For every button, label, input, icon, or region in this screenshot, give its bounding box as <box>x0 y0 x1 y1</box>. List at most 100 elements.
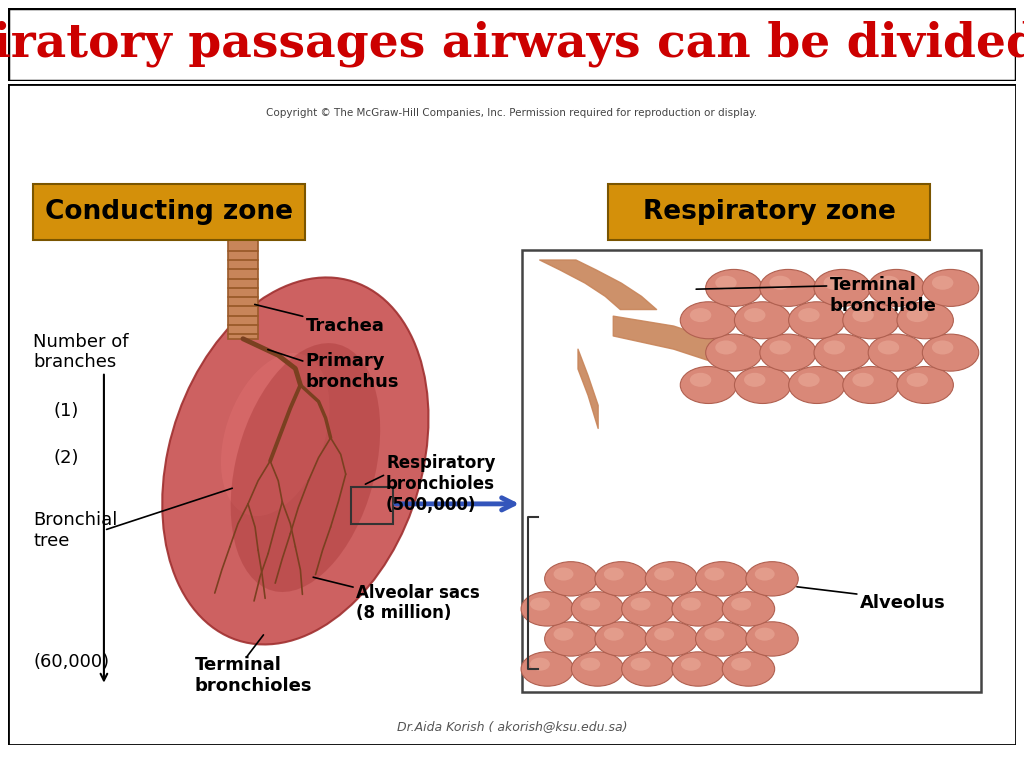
Circle shape <box>823 276 845 290</box>
FancyBboxPatch shape <box>8 8 1016 81</box>
Circle shape <box>695 622 748 656</box>
Circle shape <box>672 591 724 626</box>
Circle shape <box>680 366 736 403</box>
Circle shape <box>769 276 791 290</box>
Bar <box>522 250 981 692</box>
Circle shape <box>745 622 799 656</box>
FancyBboxPatch shape <box>8 84 1016 745</box>
Text: Primary
bronchus: Primary bronchus <box>305 353 399 391</box>
Text: Alveolar sacs
(8 million): Alveolar sacs (8 million) <box>355 584 479 622</box>
Circle shape <box>906 372 928 387</box>
Circle shape <box>760 334 816 371</box>
Circle shape <box>843 366 899 403</box>
Circle shape <box>604 627 624 641</box>
Circle shape <box>878 276 899 290</box>
Circle shape <box>581 657 600 670</box>
Text: Alveolus: Alveolus <box>859 594 945 612</box>
Circle shape <box>798 308 819 322</box>
Circle shape <box>744 372 766 387</box>
Text: Number of
branches: Number of branches <box>34 333 129 372</box>
Circle shape <box>581 598 600 611</box>
Circle shape <box>715 276 736 290</box>
Text: (2): (2) <box>53 449 79 467</box>
Circle shape <box>852 372 873 387</box>
Text: Respiratory zone: Respiratory zone <box>642 199 895 224</box>
FancyBboxPatch shape <box>228 233 258 339</box>
Circle shape <box>897 366 953 403</box>
Circle shape <box>690 372 712 387</box>
Circle shape <box>706 334 762 371</box>
Text: Respiratory
bronchioles
(500,000): Respiratory bronchioles (500,000) <box>386 454 496 514</box>
Circle shape <box>530 598 550 611</box>
Circle shape <box>654 627 674 641</box>
Circle shape <box>604 568 624 581</box>
Text: Bronchial
tree: Bronchial tree <box>34 511 118 550</box>
Circle shape <box>755 627 775 641</box>
Text: Terminal
bronchiole: Terminal bronchiole <box>829 276 936 315</box>
Text: Trachea: Trachea <box>305 316 384 335</box>
Circle shape <box>595 561 647 596</box>
Circle shape <box>823 340 845 355</box>
Circle shape <box>681 598 700 611</box>
Bar <box>351 488 393 524</box>
Circle shape <box>932 276 953 290</box>
Circle shape <box>814 270 870 306</box>
Circle shape <box>734 302 791 339</box>
Circle shape <box>545 622 597 656</box>
Circle shape <box>695 561 748 596</box>
Text: Dr.Aida Korish ( akorish@ksu.edu.sa): Dr.Aida Korish ( akorish@ksu.edu.sa) <box>396 720 628 733</box>
Circle shape <box>868 270 925 306</box>
Circle shape <box>731 657 751 670</box>
Circle shape <box>645 561 697 596</box>
Circle shape <box>705 568 724 581</box>
Circle shape <box>530 657 550 670</box>
Circle shape <box>769 340 791 355</box>
Circle shape <box>722 652 775 686</box>
Circle shape <box>923 270 979 306</box>
Circle shape <box>681 657 700 670</box>
FancyBboxPatch shape <box>607 184 930 240</box>
Circle shape <box>631 598 650 611</box>
Circle shape <box>788 366 845 403</box>
Text: Copyright © The McGraw-Hill Companies, Inc. Permission required for reproduction: Copyright © The McGraw-Hill Companies, I… <box>266 108 758 118</box>
Circle shape <box>722 591 775 626</box>
Circle shape <box>595 622 647 656</box>
Circle shape <box>705 627 724 641</box>
Text: Respiratory passages airways can be divided into: Respiratory passages airways can be divi… <box>0 21 1024 68</box>
Circle shape <box>731 598 751 611</box>
Circle shape <box>672 652 724 686</box>
Circle shape <box>554 627 573 641</box>
Circle shape <box>521 652 573 686</box>
Circle shape <box>868 334 925 371</box>
Text: Terminal
bronchioles: Terminal bronchioles <box>195 656 312 695</box>
Circle shape <box>545 561 597 596</box>
Text: (1): (1) <box>53 402 79 420</box>
Circle shape <box>906 308 928 322</box>
Circle shape <box>843 302 899 339</box>
Circle shape <box>788 302 845 339</box>
Text: (60,000): (60,000) <box>34 654 110 671</box>
Text: Conducting zone: Conducting zone <box>45 199 294 224</box>
Circle shape <box>852 308 873 322</box>
Circle shape <box>631 657 650 670</box>
Circle shape <box>932 340 953 355</box>
Circle shape <box>690 308 712 322</box>
Circle shape <box>680 302 736 339</box>
Circle shape <box>622 591 674 626</box>
Circle shape <box>622 652 674 686</box>
Ellipse shape <box>162 277 428 644</box>
Ellipse shape <box>230 343 380 592</box>
Circle shape <box>554 568 573 581</box>
Circle shape <box>923 334 979 371</box>
Circle shape <box>571 591 624 626</box>
Circle shape <box>706 270 762 306</box>
Circle shape <box>645 622 697 656</box>
Circle shape <box>734 366 791 403</box>
Circle shape <box>744 308 766 322</box>
Circle shape <box>798 372 819 387</box>
Circle shape <box>878 340 899 355</box>
Circle shape <box>654 568 674 581</box>
Circle shape <box>897 302 953 339</box>
Circle shape <box>755 568 775 581</box>
Circle shape <box>760 270 816 306</box>
